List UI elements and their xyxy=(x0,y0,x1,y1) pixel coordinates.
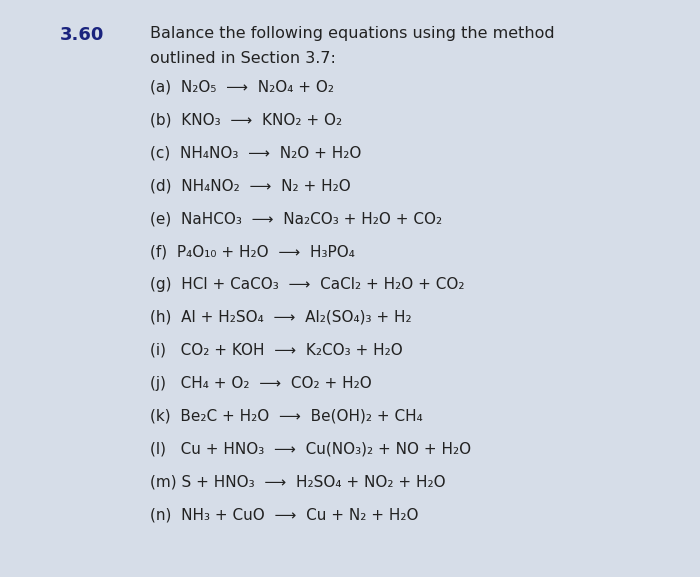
Text: (d)  NH₄NO₂  ⟶  N₂ + H₂O: (d) NH₄NO₂ ⟶ N₂ + H₂O xyxy=(150,178,351,193)
Text: (l)   Cu + HNO₃  ⟶  Cu(NO₃)₂ + NO + H₂O: (l) Cu + HNO₃ ⟶ Cu(NO₃)₂ + NO + H₂O xyxy=(150,441,472,456)
Text: (c)  NH₄NO₃  ⟶  N₂O + H₂O: (c) NH₄NO₃ ⟶ N₂O + H₂O xyxy=(150,145,362,160)
Text: (i)   CO₂ + KOH  ⟶  K₂CO₃ + H₂O: (i) CO₂ + KOH ⟶ K₂CO₃ + H₂O xyxy=(150,343,403,358)
Text: (h)  Al + H₂SO₄  ⟶  Al₂(SO₄)₃ + H₂: (h) Al + H₂SO₄ ⟶ Al₂(SO₄)₃ + H₂ xyxy=(150,310,412,325)
Text: Balance the following equations using the method: Balance the following equations using th… xyxy=(150,26,555,41)
Text: (a)  N₂O₅  ⟶  N₂O₄ + O₂: (a) N₂O₅ ⟶ N₂O₄ + O₂ xyxy=(150,80,335,95)
Text: (f)  P₄O₁₀ + H₂O  ⟶  H₃PO₄: (f) P₄O₁₀ + H₂O ⟶ H₃PO₄ xyxy=(150,244,356,259)
Text: 3.60: 3.60 xyxy=(60,26,104,44)
Text: (e)  NaHCO₃  ⟶  Na₂CO₃ + H₂O + CO₂: (e) NaHCO₃ ⟶ Na₂CO₃ + H₂O + CO₂ xyxy=(150,211,442,226)
Text: (k)  Be₂C + H₂O  ⟶  Be(OH)₂ + CH₄: (k) Be₂C + H₂O ⟶ Be(OH)₂ + CH₄ xyxy=(150,409,424,424)
Text: (g)  HCl + CaCO₃  ⟶  CaCl₂ + H₂O + CO₂: (g) HCl + CaCO₃ ⟶ CaCl₂ + H₂O + CO₂ xyxy=(150,277,465,292)
Text: (n)  NH₃ + CuO  ⟶  Cu + N₂ + H₂O: (n) NH₃ + CuO ⟶ Cu + N₂ + H₂O xyxy=(150,507,419,522)
Text: (m) S + HNO₃  ⟶  H₂SO₄ + NO₂ + H₂O: (m) S + HNO₃ ⟶ H₂SO₄ + NO₂ + H₂O xyxy=(150,474,446,489)
Text: (j)   CH₄ + O₂  ⟶  CO₂ + H₂O: (j) CH₄ + O₂ ⟶ CO₂ + H₂O xyxy=(150,376,372,391)
Text: (b)  KNO₃  ⟶  KNO₂ + O₂: (b) KNO₃ ⟶ KNO₂ + O₂ xyxy=(150,113,342,128)
Text: outlined in Section 3.7:: outlined in Section 3.7: xyxy=(150,51,337,66)
